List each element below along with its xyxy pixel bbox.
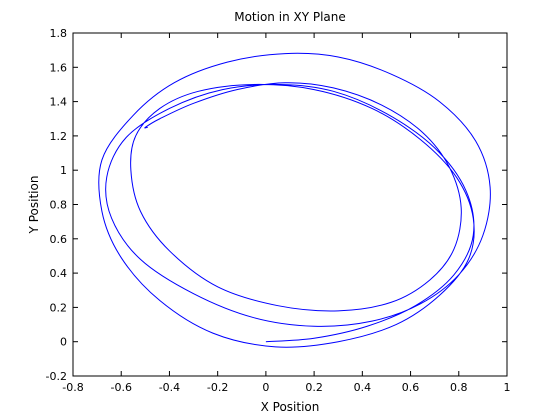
- y-tick-label: -0.2: [46, 370, 67, 383]
- plot-area: [73, 33, 507, 376]
- x-tick-label: 0: [262, 381, 269, 394]
- x-tick-label: -0.6: [110, 381, 131, 394]
- y-tick-label: 0.6: [50, 233, 68, 246]
- x-tick-label: -0.2: [207, 381, 228, 394]
- x-tick-labels: -0.8 -0.6 -0.4 -0.2 0 0.2 0.4 0.6 0.8 1: [62, 381, 510, 394]
- trajectory-line: [98, 52, 491, 348]
- x-tick-label: -0.8: [62, 381, 83, 394]
- x-tick-label: 0.2: [305, 381, 323, 394]
- y-tick-label: 0.8: [50, 199, 68, 212]
- y-tick-labels: -0.2 0 0.2 0.4 0.6 0.8 1 1.2 1.4 1.6 1.8: [46, 27, 67, 383]
- y-tick-label: 1: [60, 164, 67, 177]
- x-tick-label: 0.6: [402, 381, 420, 394]
- x-tick-label: 1: [504, 381, 511, 394]
- x-axis-label: X Position: [261, 400, 320, 414]
- y-tick-label: 0: [60, 336, 67, 349]
- y-tick-label: 1.2: [50, 130, 68, 143]
- y-tick-label: 1.8: [50, 27, 68, 40]
- y-axis-label: Y Position: [27, 176, 41, 235]
- y-tick-label: 0.4: [50, 267, 68, 280]
- plot-frame: [72, 32, 508, 377]
- y-tick-label: 1.6: [50, 61, 68, 74]
- x-tick-label: -0.4: [159, 381, 180, 394]
- x-tick-label: 0.4: [354, 381, 372, 394]
- y-tick-label: 1.4: [50, 96, 68, 109]
- chart-title: Motion in XY Plane: [234, 10, 346, 24]
- y-tick-label: 0.2: [50, 301, 68, 314]
- x-tick-label: 0.8: [450, 381, 468, 394]
- series-layer: [98, 52, 491, 348]
